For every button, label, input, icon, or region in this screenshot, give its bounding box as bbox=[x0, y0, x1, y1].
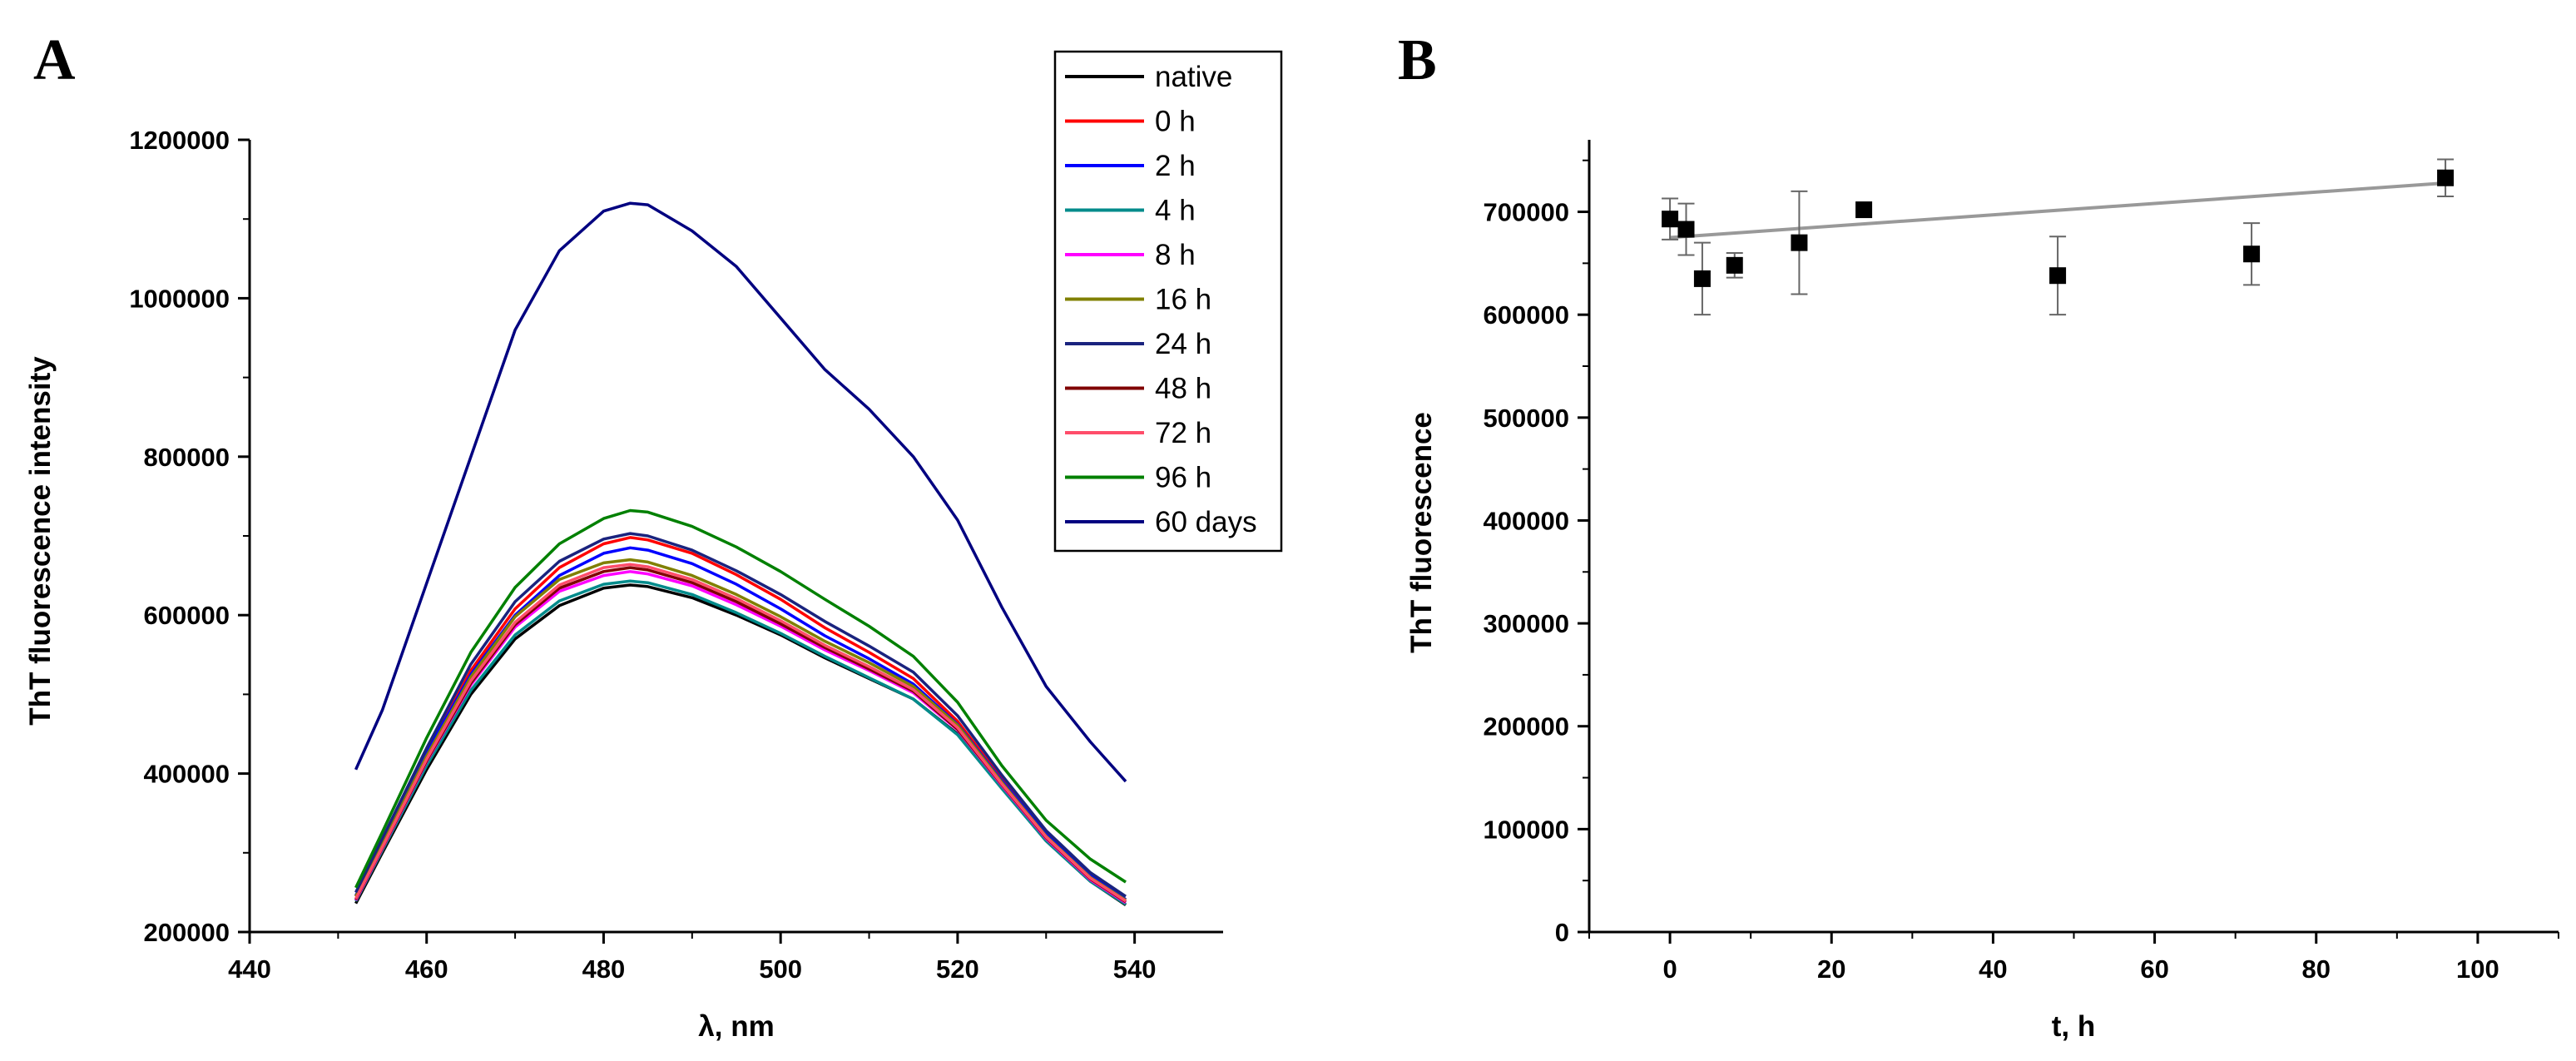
x-tick-label-a-3: 500 bbox=[759, 954, 802, 984]
y-tick-label-b-3: 300000 bbox=[1484, 609, 1569, 638]
legend-label-4-h: 4 h bbox=[1155, 195, 1196, 227]
y-tick-label-b-6: 600000 bbox=[1484, 300, 1569, 330]
data-point-t8 bbox=[1726, 256, 1743, 274]
y-tick-label-b-1: 100000 bbox=[1484, 815, 1569, 844]
y-tick-label-b-0: 0 bbox=[1555, 918, 1569, 947]
panel-b: B 0 20 40 60 80 100 0 100000 200000 300000 400000 5… bbox=[1398, 28, 2559, 1043]
x-tick-label-b-0: 0 bbox=[1662, 954, 1677, 984]
legend-label-16-h: 16 h bbox=[1155, 284, 1211, 316]
y-tick-label-a-4: 1000000 bbox=[129, 284, 230, 313]
series-line-4-h bbox=[354, 579, 1127, 906]
legend-label-8-h: 8 h bbox=[1155, 239, 1196, 271]
data-point-t16 bbox=[1791, 234, 1808, 251]
legend-label-60-days: 60 days bbox=[1155, 506, 1257, 538]
x-tick-label-b-1: 20 bbox=[1817, 954, 1845, 984]
series-line-72-h bbox=[354, 563, 1127, 903]
y-tick-label-a-1: 400000 bbox=[144, 760, 230, 789]
series-line-0-h bbox=[354, 536, 1127, 901]
fit-line bbox=[1669, 181, 2446, 240]
legend-box bbox=[1053, 50, 1283, 553]
panel-letter-a: A bbox=[33, 28, 76, 92]
y-tick-label-b-2: 200000 bbox=[1484, 712, 1569, 741]
y-tick-label-b-5: 500000 bbox=[1484, 404, 1569, 433]
legend-label-0-h: 0 h bbox=[1155, 106, 1196, 138]
data-point-t2 bbox=[1677, 221, 1695, 238]
x-tick-label-b-2: 40 bbox=[1979, 954, 2007, 984]
panel-a: A 440 460 480 500 520 540 200000 400000 600000 80… bbox=[24, 28, 1283, 1043]
y-tick-label-a-0: 200000 bbox=[144, 918, 230, 947]
x-tick-label-a-1: 460 bbox=[405, 954, 448, 984]
panel-letter-b: B bbox=[1398, 28, 1437, 92]
data-point-t72 bbox=[2243, 245, 2261, 263]
x-tick-label-a-4: 520 bbox=[936, 954, 979, 984]
y-tick-label-a-2: 600000 bbox=[144, 601, 230, 630]
series-line-24-h bbox=[354, 532, 1127, 898]
x-tick-label-b-4: 80 bbox=[2302, 954, 2331, 984]
series-line-60-days bbox=[354, 201, 1127, 783]
y-axis-label-a: ThT fluorescence intensity bbox=[24, 356, 57, 726]
legend-label-2-h: 2 h bbox=[1155, 150, 1196, 182]
x-tick-label-a-5: 540 bbox=[1113, 954, 1157, 984]
data-point-t4 bbox=[1693, 270, 1711, 287]
legend-label-24-h: 24 h bbox=[1155, 328, 1211, 360]
data-point-t0 bbox=[1662, 211, 1679, 228]
y-tick-label-b-4: 400000 bbox=[1484, 506, 1569, 535]
x-tick-label-b-3: 60 bbox=[2140, 954, 2168, 984]
y-tick-label-a-5: 1200000 bbox=[129, 126, 230, 155]
legend-label-96-h: 96 h bbox=[1155, 462, 1211, 494]
y-tick-label-a-3: 800000 bbox=[144, 443, 230, 472]
series-line-16-h bbox=[354, 558, 1127, 902]
data-point-t96 bbox=[2437, 169, 2455, 186]
x-axis-label-b: t, h bbox=[2052, 1010, 2095, 1043]
data-point-t48 bbox=[2049, 267, 2067, 285]
x-tick-label-a-0: 440 bbox=[228, 954, 271, 984]
x-tick-label-a-2: 480 bbox=[582, 954, 626, 984]
legend-label-native: native bbox=[1155, 61, 1232, 93]
x-axis-label-a: λ, nm bbox=[698, 1010, 774, 1043]
legend-label-72-h: 72 h bbox=[1155, 417, 1211, 449]
y-axis-label-b: ThT fluorescence bbox=[1405, 412, 1438, 653]
x-tick-label-b-5: 100 bbox=[2456, 954, 2499, 984]
legend-label-48-h: 48 h bbox=[1155, 373, 1211, 405]
series-line-native bbox=[354, 583, 1127, 907]
data-point-t24 bbox=[1855, 201, 1873, 219]
series-line-96-h bbox=[354, 508, 1127, 889]
y-tick-label-b-7: 700000 bbox=[1484, 198, 1569, 227]
legend: native 0 h 2 h 4 h 8 h 16 h 24 h 48 h 72 h 96 h 60… bbox=[1065, 61, 1257, 538]
